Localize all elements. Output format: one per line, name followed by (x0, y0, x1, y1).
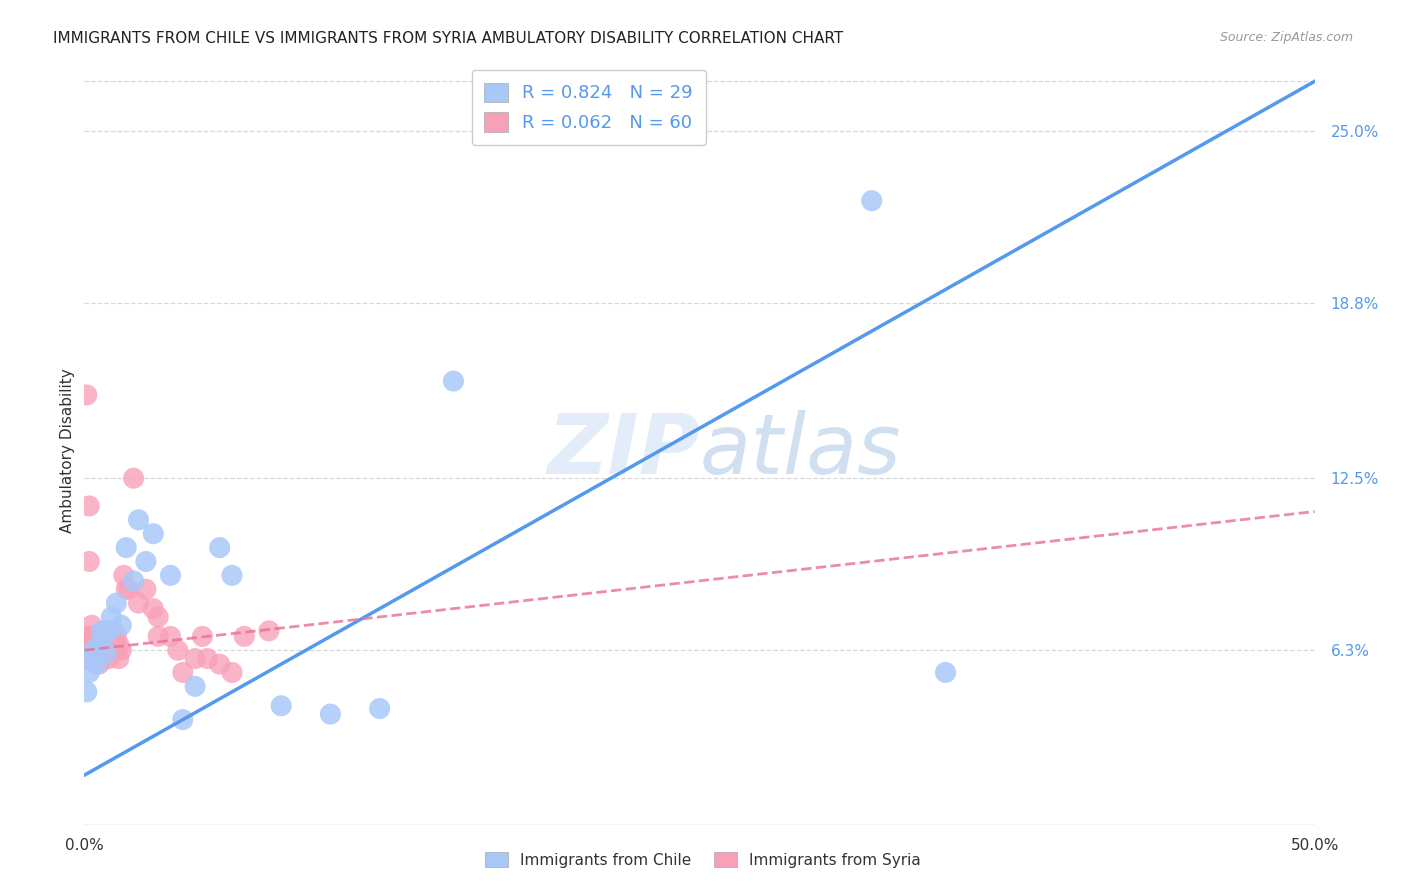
Point (112, 568, 135, 582)
Point (80, 618, 103, 632)
Point (184, 679, 207, 693)
Point (100, 638, 122, 652)
Point (122, 574, 145, 588)
Point (90, 651, 112, 665)
Point (128, 596, 150, 610)
Point (135, 554, 157, 568)
Legend: Immigrants from Chile, Immigrants from Syria: Immigrants from Chile, Immigrants from S… (479, 846, 927, 873)
Point (233, 629, 256, 643)
Point (93, 629, 115, 643)
Point (90, 629, 112, 643)
Point (118, 582, 141, 597)
Point (184, 651, 207, 665)
Point (86, 657, 108, 672)
Point (76, 629, 98, 643)
Point (197, 651, 219, 665)
Point (83, 651, 105, 665)
Point (93, 643, 115, 657)
Point (79, 554, 101, 568)
Point (270, 698, 292, 713)
Point (108, 638, 131, 652)
Point (368, 701, 391, 715)
Point (110, 618, 132, 632)
Point (90, 624, 112, 638)
Point (79, 665, 101, 680)
Point (935, 665, 957, 680)
Point (208, 541, 231, 555)
Point (221, 568, 243, 582)
Point (86, 651, 108, 665)
Point (319, 707, 342, 722)
Point (80, 638, 103, 652)
Point (257, 624, 280, 638)
Point (103, 638, 125, 652)
Point (105, 643, 128, 657)
Point (159, 568, 181, 582)
Point (108, 651, 131, 665)
Point (93, 629, 115, 643)
Point (142, 526, 165, 541)
Text: Source: ZipAtlas.com: Source: ZipAtlas.com (1219, 31, 1353, 45)
Point (98, 651, 120, 665)
Point (76, 685, 98, 699)
Point (96, 643, 118, 657)
Point (221, 665, 243, 680)
Point (86, 638, 108, 652)
Point (103, 624, 125, 638)
Point (87, 629, 111, 643)
Point (105, 629, 128, 643)
Point (100, 629, 122, 643)
Point (83, 629, 105, 643)
Point (110, 643, 132, 657)
Point (83, 643, 105, 657)
Legend: R = 0.824   N = 29, R = 0.062   N = 60: R = 0.824 N = 29, R = 0.062 N = 60 (472, 70, 706, 145)
Point (80, 643, 103, 657)
Text: ZIP: ZIP (547, 410, 700, 491)
Point (83, 643, 105, 657)
Point (122, 471, 145, 485)
Point (98, 624, 120, 638)
Point (105, 596, 128, 610)
Point (135, 582, 157, 597)
Point (79, 651, 101, 665)
Point (100, 610, 122, 624)
Point (172, 713, 194, 727)
Text: atlas: atlas (700, 410, 901, 491)
Point (148, 610, 170, 624)
Point (86, 629, 108, 643)
Point (443, 374, 465, 388)
Point (79, 499, 101, 513)
Point (87, 638, 111, 652)
Point (191, 629, 214, 643)
Point (90, 638, 112, 652)
Point (87, 643, 111, 657)
Point (860, 194, 883, 208)
Point (76, 388, 98, 402)
Point (166, 643, 188, 657)
Point (115, 582, 138, 597)
Point (76, 651, 98, 665)
Point (80, 651, 103, 665)
Point (79, 629, 101, 643)
Point (172, 665, 194, 680)
Point (98, 629, 120, 643)
Point (86, 643, 108, 657)
Point (142, 601, 165, 615)
Point (87, 657, 111, 672)
Point (159, 629, 181, 643)
Point (79, 629, 101, 643)
Point (96, 629, 118, 643)
Point (148, 629, 170, 643)
Point (80, 651, 103, 665)
Point (128, 513, 150, 527)
Point (80, 629, 103, 643)
Point (115, 541, 138, 555)
Point (208, 657, 231, 672)
Text: IMMIGRANTS FROM CHILE VS IMMIGRANTS FROM SYRIA AMBULATORY DISABILITY CORRELATION: IMMIGRANTS FROM CHILE VS IMMIGRANTS FROM… (53, 31, 844, 46)
Point (96, 646, 118, 660)
Y-axis label: Ambulatory Disability: Ambulatory Disability (60, 368, 75, 533)
